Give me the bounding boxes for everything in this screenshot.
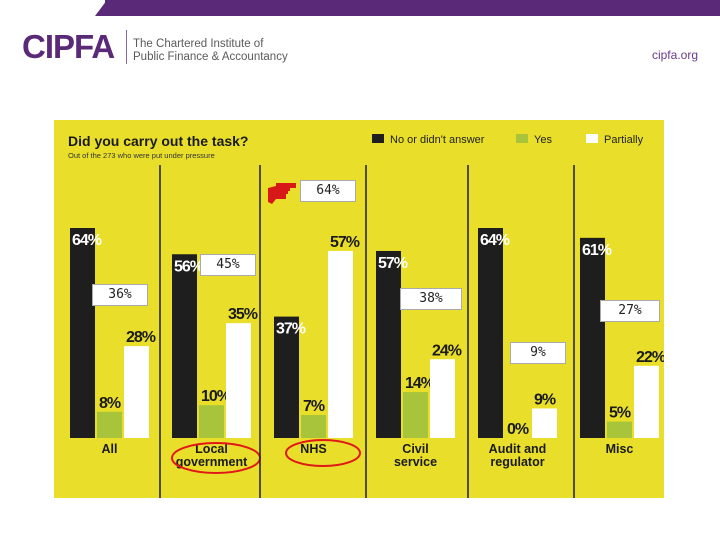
data-label: 37% bbox=[276, 321, 306, 338]
category-label: Local bbox=[195, 442, 228, 456]
bar bbox=[580, 237, 605, 438]
category-label: Civil bbox=[402, 442, 428, 456]
bar bbox=[226, 323, 251, 438]
bar bbox=[70, 228, 95, 438]
annotation-label: 9% bbox=[510, 342, 566, 364]
data-label: 10% bbox=[201, 388, 231, 405]
annotation-label: 64% bbox=[300, 180, 356, 202]
legend-swatch bbox=[372, 134, 384, 143]
data-label: 61% bbox=[582, 242, 612, 259]
bar bbox=[124, 346, 149, 438]
chart-area: Did you carry out the task? Out of the 2… bbox=[54, 120, 664, 498]
data-label: 57% bbox=[378, 255, 408, 272]
data-label: 57% bbox=[330, 234, 360, 251]
category-label: Misc bbox=[606, 442, 634, 456]
bar bbox=[634, 365, 659, 438]
chart-legend: No or didn't answer Yes Partially bbox=[372, 134, 644, 146]
data-label: 5% bbox=[609, 405, 631, 422]
category-label: government bbox=[176, 455, 248, 469]
bar bbox=[478, 228, 503, 438]
data-label: 22% bbox=[636, 349, 664, 366]
bar bbox=[430, 359, 455, 438]
site-link[interactable]: cipfa.org bbox=[651, 48, 698, 62]
category-label: service bbox=[394, 455, 437, 469]
bar bbox=[607, 421, 632, 438]
highlight-ellipse bbox=[285, 439, 361, 467]
header-bar-slant bbox=[95, 0, 107, 16]
legend-label: Partially bbox=[604, 134, 644, 146]
bar-group: 64% 8% 28% 56% 10% 35% 37% 7% 57% 57% 14% 24% 64% 0% 9… bbox=[70, 228, 664, 438]
annotation-label: 38% bbox=[400, 288, 462, 310]
data-label: 56% bbox=[174, 258, 204, 275]
bar bbox=[172, 254, 197, 438]
cipfa-logo: CIPFA bbox=[22, 28, 115, 65]
data-label: 14% bbox=[405, 375, 435, 392]
legend-swatch bbox=[516, 134, 528, 143]
highlight-circles bbox=[159, 165, 575, 498]
category-label: NHS bbox=[300, 442, 326, 456]
legend-label: No or didn't answer bbox=[390, 134, 485, 146]
bar bbox=[403, 392, 428, 438]
bar bbox=[532, 408, 557, 438]
data-label: 7% bbox=[303, 398, 325, 415]
annotation-label: 27% bbox=[600, 300, 660, 322]
data-label: 35% bbox=[228, 306, 258, 323]
category-label: regulator bbox=[490, 455, 544, 469]
annotation-label: 45% bbox=[200, 254, 256, 276]
chart-background bbox=[54, 120, 664, 498]
tagline-line-1: The Chartered Institute of bbox=[133, 38, 264, 50]
data-label: 64% bbox=[72, 232, 102, 249]
data-label: 0% bbox=[507, 421, 529, 438]
bar bbox=[97, 411, 122, 438]
bar bbox=[301, 415, 326, 438]
data-label: 64% bbox=[480, 232, 510, 249]
bar bbox=[199, 405, 224, 438]
chart-title: Did you carry out the task? bbox=[68, 133, 248, 149]
logo-divider bbox=[126, 30, 127, 64]
category-label: Audit and bbox=[489, 442, 547, 456]
data-label: 28% bbox=[126, 329, 156, 346]
data-label: 24% bbox=[432, 342, 462, 359]
pointing-hand-icon bbox=[266, 180, 302, 206]
data-label: 9% bbox=[534, 391, 556, 408]
bar bbox=[376, 250, 401, 438]
data-label: 8% bbox=[99, 395, 121, 412]
header-bar bbox=[105, 0, 720, 16]
bar bbox=[274, 316, 299, 438]
tagline-line-2: Public Finance & Accountancy bbox=[133, 51, 288, 63]
logo-tagline: The Chartered Institute of Public Financ… bbox=[133, 38, 288, 64]
bar bbox=[328, 250, 353, 438]
chart-subtitle: Out of the 273 who were put under pressu… bbox=[68, 151, 215, 160]
legend-swatch bbox=[586, 134, 598, 143]
legend-label: Yes bbox=[534, 134, 552, 146]
bar-chart: Did you carry out the task? Out of the 2… bbox=[54, 120, 664, 498]
category-label: All bbox=[102, 442, 118, 456]
annotation-label: 36% bbox=[92, 284, 148, 306]
